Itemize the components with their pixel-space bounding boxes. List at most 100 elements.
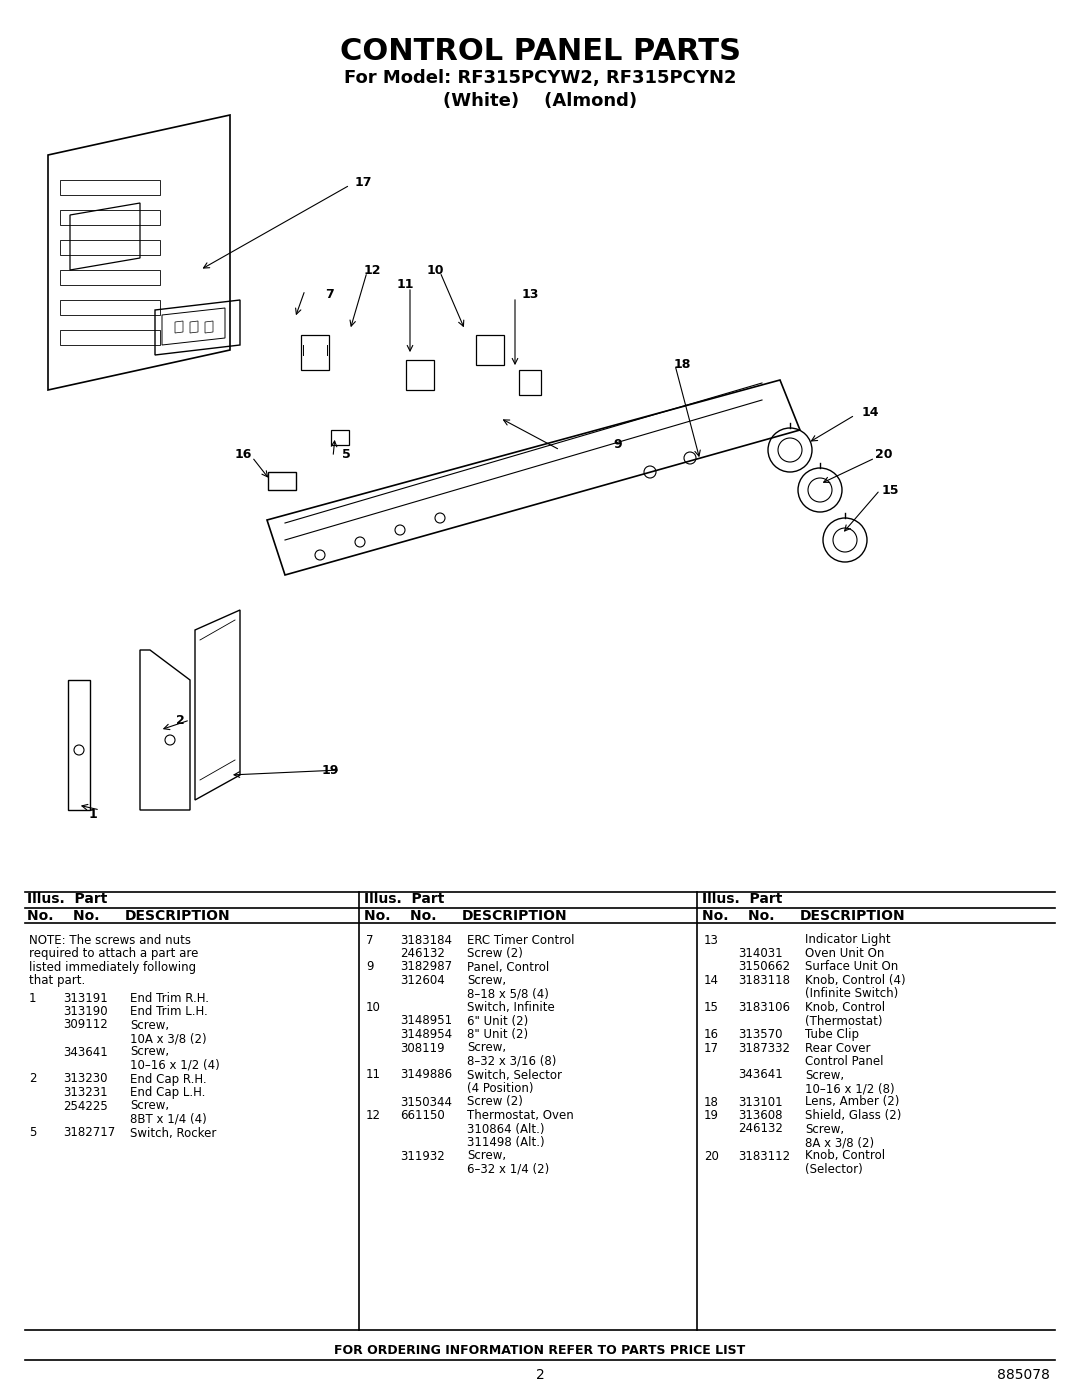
Text: 3150662: 3150662: [738, 961, 791, 974]
Text: 885078: 885078: [997, 1368, 1050, 1382]
Text: Shield, Glass (2): Shield, Glass (2): [805, 1109, 902, 1122]
Text: DESCRIPTION: DESCRIPTION: [800, 909, 906, 923]
Text: No.    No.: No. No.: [702, 909, 774, 923]
Text: that part.: that part.: [29, 974, 85, 988]
Text: 14: 14: [704, 974, 719, 988]
Text: End Cap L.H.: End Cap L.H.: [130, 1085, 205, 1099]
Text: Switch, Rocker: Switch, Rocker: [130, 1126, 216, 1140]
Text: Screw,: Screw,: [805, 1123, 845, 1136]
Text: required to attach a part are: required to attach a part are: [29, 947, 199, 960]
Text: 6" Unit (2): 6" Unit (2): [467, 1014, 528, 1028]
Text: 8–18 x 5/8 (4): 8–18 x 5/8 (4): [467, 988, 549, 1000]
Text: 308119: 308119: [400, 1042, 445, 1055]
Text: Rear Cover: Rear Cover: [805, 1042, 870, 1055]
Text: Control Panel: Control Panel: [805, 1055, 883, 1067]
Text: 1: 1: [29, 992, 37, 1004]
Text: 343641: 343641: [738, 1069, 783, 1081]
Text: (4 Position): (4 Position): [467, 1083, 534, 1095]
Text: 10: 10: [427, 264, 444, 277]
Text: NOTE: The screws and nuts: NOTE: The screws and nuts: [29, 933, 191, 947]
Bar: [268, 472, 296, 490]
Text: 313101: 313101: [738, 1095, 783, 1108]
Text: 18: 18: [704, 1095, 719, 1108]
Text: Screw,: Screw,: [130, 1018, 170, 1031]
Text: DESCRIPTION: DESCRIPTION: [462, 909, 568, 923]
Text: 246132: 246132: [400, 947, 445, 960]
Text: 309112: 309112: [63, 1018, 108, 1031]
Text: 2: 2: [29, 1073, 37, 1085]
Text: End Trim L.H.: End Trim L.H.: [130, 1004, 207, 1018]
Text: listed immediately following: listed immediately following: [29, 961, 197, 974]
Text: 3183118: 3183118: [738, 974, 789, 988]
Text: 11: 11: [396, 278, 414, 292]
Text: Screw,: Screw,: [467, 1150, 507, 1162]
Text: 20: 20: [875, 448, 893, 461]
Text: 3182987: 3182987: [400, 961, 453, 974]
Text: 12: 12: [363, 264, 381, 277]
Text: 19: 19: [704, 1109, 719, 1122]
Text: 10: 10: [366, 1002, 381, 1014]
Text: 313608: 313608: [738, 1109, 783, 1122]
Text: Oven Unit On: Oven Unit On: [805, 947, 885, 960]
Text: 7: 7: [326, 289, 335, 302]
Text: Illus.  Part: Illus. Part: [702, 893, 782, 907]
Text: 13: 13: [522, 289, 539, 302]
Text: No.    No.: No. No.: [364, 909, 436, 923]
Text: Illus.  Part: Illus. Part: [364, 893, 444, 907]
Text: 13: 13: [704, 933, 719, 947]
Text: Screw,: Screw,: [805, 1069, 845, 1081]
Text: Tube Clip: Tube Clip: [805, 1028, 859, 1041]
Text: 313191: 313191: [63, 992, 108, 1004]
Text: 17: 17: [704, 1042, 719, 1055]
Text: CONTROL PANEL PARTS: CONTROL PANEL PARTS: [339, 38, 741, 67]
Text: ERC Timer Control: ERC Timer Control: [467, 933, 575, 947]
Text: 2: 2: [176, 714, 185, 726]
Text: End Cap R.H.: End Cap R.H.: [130, 1073, 206, 1085]
Text: 10A x 3/8 (2): 10A x 3/8 (2): [130, 1032, 206, 1045]
Text: Indicator Light: Indicator Light: [805, 933, 891, 947]
Text: Illus.  Part: Illus. Part: [27, 893, 107, 907]
Text: 311932: 311932: [400, 1150, 445, 1162]
Text: 343641: 343641: [63, 1045, 108, 1059]
Text: 2: 2: [536, 1368, 544, 1382]
Text: Switch, Infinite: Switch, Infinite: [467, 1002, 555, 1014]
Text: Lens, Amber (2): Lens, Amber (2): [805, 1095, 900, 1108]
Text: Screw,: Screw,: [130, 1099, 170, 1112]
Text: 3150344: 3150344: [400, 1095, 453, 1108]
Text: 8A x 3/8 (2): 8A x 3/8 (2): [805, 1136, 874, 1148]
Text: Surface Unit On: Surface Unit On: [805, 961, 899, 974]
Text: 246132: 246132: [738, 1123, 783, 1136]
Text: FOR ORDERING INFORMATION REFER TO PARTS PRICE LIST: FOR ORDERING INFORMATION REFER TO PARTS …: [335, 1344, 745, 1356]
Text: 313231: 313231: [63, 1085, 108, 1099]
Text: For Model: RF315PCYW2, RF315PCYN2: For Model: RF315PCYW2, RF315PCYN2: [343, 68, 737, 87]
Text: Switch, Selector: Switch, Selector: [467, 1069, 562, 1081]
Text: 314031: 314031: [738, 947, 783, 960]
Text: 17: 17: [354, 176, 372, 190]
Text: 8" Unit (2): 8" Unit (2): [467, 1028, 528, 1041]
Text: Thermostat, Oven: Thermostat, Oven: [467, 1109, 573, 1122]
Text: 16: 16: [234, 448, 252, 461]
Text: 3149886: 3149886: [400, 1069, 453, 1081]
Text: (Selector): (Selector): [805, 1162, 863, 1176]
Text: Knob, Control: Knob, Control: [805, 1150, 886, 1162]
Text: 5: 5: [341, 448, 350, 461]
Text: (Thermostat): (Thermostat): [805, 1014, 882, 1028]
Text: DESCRIPTION: DESCRIPTION: [125, 909, 231, 923]
Text: (Infinite Switch): (Infinite Switch): [805, 988, 899, 1000]
Text: 3182717: 3182717: [63, 1126, 116, 1140]
Text: Panel, Control: Panel, Control: [467, 961, 550, 974]
Text: 8BT x 1/4 (4): 8BT x 1/4 (4): [130, 1113, 206, 1126]
Text: Screw,: Screw,: [130, 1045, 170, 1059]
Text: 7: 7: [366, 933, 374, 947]
Text: 9: 9: [366, 961, 374, 974]
Text: Screw,: Screw,: [467, 1042, 507, 1055]
Text: 10–16 x 1/2 (4): 10–16 x 1/2 (4): [130, 1059, 219, 1071]
Text: 6–32 x 1/4 (2): 6–32 x 1/4 (2): [467, 1162, 550, 1176]
Text: 11: 11: [366, 1069, 381, 1081]
Text: (White)    (Almond): (White) (Almond): [443, 92, 637, 110]
Text: Screw (2): Screw (2): [467, 947, 523, 960]
Text: 12: 12: [366, 1109, 381, 1122]
Text: 3183106: 3183106: [738, 1002, 789, 1014]
Text: 313230: 313230: [63, 1073, 108, 1085]
Text: 20: 20: [704, 1150, 719, 1162]
